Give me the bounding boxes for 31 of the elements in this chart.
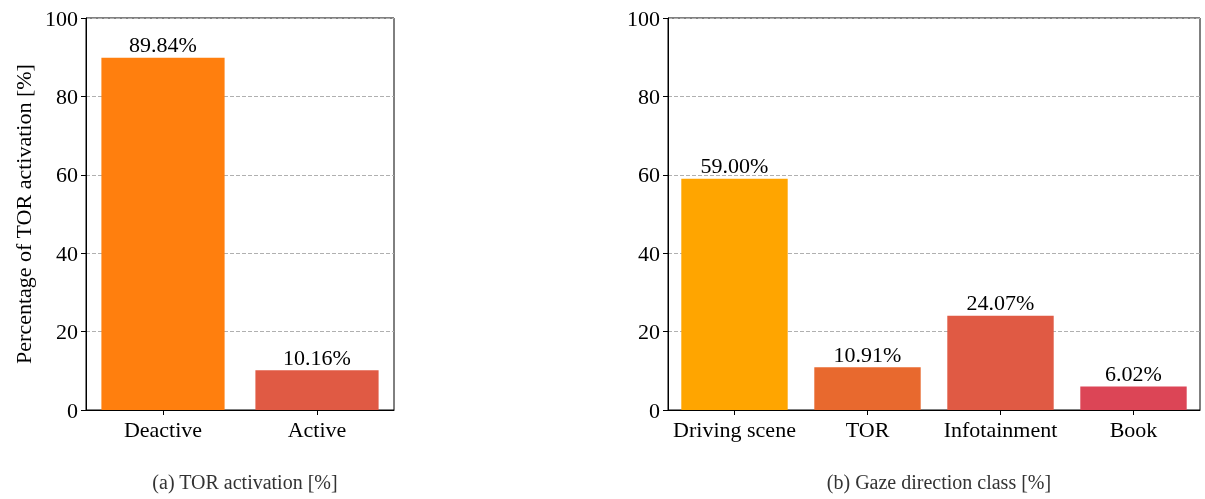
data-label: 59.00% — [700, 153, 769, 179]
y-tick-label: 40 — [56, 240, 78, 266]
bar — [947, 315, 1054, 410]
text: (a) TOR activation [%] — [152, 471, 338, 494]
bar — [681, 178, 788, 410]
y-axis-title: Percentage of TOR activation [%] — [10, 64, 36, 364]
data-label: 10.91% — [833, 341, 902, 367]
bar — [1080, 386, 1187, 410]
x-tick-label: Book — [1109, 416, 1158, 442]
y-tick-label: 60 — [638, 162, 660, 188]
text: (b) Gaze direction class [%] — [826, 471, 1052, 494]
x-tick-label: Deactive — [123, 416, 203, 442]
y-tick-label: 20 — [56, 319, 78, 345]
y-tick-label: 100 — [627, 5, 660, 31]
data-label: 10.16% — [283, 344, 351, 370]
bar — [814, 367, 921, 410]
y-tick-label: 60 — [56, 162, 78, 188]
x-tick-label: Active — [287, 416, 347, 442]
x-tick-label: Infotainment — [943, 416, 1058, 442]
x-tick-label: TOR — [845, 416, 890, 442]
data-label: 89.84% — [129, 32, 197, 58]
y-tick-label: 80 — [56, 83, 78, 109]
y-tick-label: 80 — [638, 83, 660, 109]
y-tick-label: 0 — [67, 397, 78, 423]
y-tick-label: 40 — [638, 240, 660, 266]
x-tick-label: Driving scene — [673, 416, 796, 442]
y-tick-label: 0 — [649, 397, 660, 423]
data-label: 24.07% — [966, 290, 1035, 316]
data-label: 6.02% — [1105, 360, 1162, 386]
y-tick-label: 100 — [45, 5, 78, 31]
y-tick-label: 20 — [638, 319, 660, 345]
